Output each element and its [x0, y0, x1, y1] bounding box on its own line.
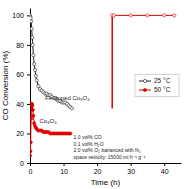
point: [35, 79, 38, 82]
annotation: Fe-doped Co₃O₄: [45, 95, 90, 101]
point: [31, 108, 34, 111]
point: [33, 68, 36, 71]
annotation-line: space velocity: 15000 ml h⁻¹ g⁻¹: [74, 154, 146, 160]
y-axis-tick-label: 20: [16, 130, 24, 137]
annotation-line: 1.0 vol% CO: [74, 134, 102, 140]
annotation: Co₃O₄: [39, 118, 57, 124]
x-axis: 0 10 20 30 40: [29, 163, 182, 175]
y-axis: 0 20 40 60 80 100: [12, 9, 30, 167]
series: [111, 14, 176, 17]
x-axis-tick-mark: [131, 163, 132, 166]
x-axis-tick: 10: [60, 163, 68, 175]
point: [31, 43, 34, 46]
point: [30, 20, 33, 23]
point: [70, 107, 73, 110]
x-axis-tick: 20: [94, 163, 102, 175]
x-axis-tick: 40: [161, 163, 169, 175]
y-axis-title: CO Conversion (%): [1, 50, 10, 120]
legend-label: 25 °C: [154, 77, 171, 84]
point: [30, 150, 32, 153]
y-axis-tick-mark: [27, 163, 30, 164]
marks: [30, 14, 176, 157]
point: [129, 14, 132, 17]
point: [32, 54, 35, 57]
y-axis-tick-mark: [27, 15, 30, 16]
x-axis-tick-mark: [97, 163, 98, 166]
point: [69, 132, 72, 135]
y-axis-tick-mark: [27, 74, 30, 75]
point: [32, 114, 35, 117]
annotations: Fe-doped Co₃O₄ Co₃O₄ 1.0 vol% CO0.1 vol% H…: [39, 95, 145, 160]
y-axis-tick-label: 40: [16, 101, 24, 108]
annotation-line: 2.0 vol% O₂ barianced with N₂: [74, 147, 141, 153]
point: [31, 36, 34, 39]
point: [30, 141, 32, 144]
y-axis-tick-mark: [27, 133, 30, 134]
x-axis-title: Time (h): [91, 178, 121, 187]
legend: 25 °C 50 °C: [135, 75, 179, 97]
point: [146, 14, 149, 17]
annotation: 1.0 vol% CO0.1 vol% H₂O2.0 vol% O₂ baria…: [74, 134, 146, 160]
legend-frame: [135, 75, 179, 97]
legend-entry: 50 °C: [139, 86, 171, 93]
legend-label: 50 °C: [154, 86, 171, 93]
x-axis-tick-mark: [64, 163, 65, 166]
x-axis-tick-label: 40: [161, 168, 169, 175]
y-axis-tick-label: 100: [12, 12, 24, 19]
y-axis-tick: 60: [16, 71, 30, 78]
legend-swatch-marker: [143, 79, 146, 82]
point: [30, 154, 32, 157]
y-axis-tick: 80: [16, 42, 30, 49]
x-axis-tick: 30: [127, 163, 135, 175]
y-axis-tick: 20: [16, 130, 30, 137]
y-axis-tick: 100: [12, 12, 30, 19]
point: [37, 85, 40, 88]
y-axis-tick-mark: [27, 45, 30, 46]
point: [30, 117, 33, 120]
point: [163, 14, 166, 17]
point: [34, 74, 37, 77]
point: [30, 27, 33, 30]
chart: 0 10 20 30 40 0 20 40 60 80 100 Fe-doped Co₃O₄ Co₃O₄…: [0, 0, 189, 189]
x-axis-tick-label: 10: [60, 168, 68, 175]
legend-swatch-marker: [143, 88, 146, 91]
legend-entry: 25 °C: [139, 77, 171, 84]
y-axis-tick: 0: [20, 160, 30, 167]
y-axis-tick-label: 60: [16, 71, 24, 78]
x-axis-tick: 0: [29, 163, 33, 175]
x-axis-tick-mark: [164, 163, 165, 166]
y-axis-tick-label: 80: [16, 42, 24, 49]
series: [112, 15, 113, 108]
x-axis-tick-label: 0: [29, 168, 33, 175]
point: [112, 14, 115, 17]
y-axis-tick-label: 0: [20, 160, 24, 167]
x-axis-tick-label: 30: [127, 168, 135, 175]
line: [30, 104, 70, 156]
plot: 0 10 20 30 40 0 20 40 60 80 100 Fe-doped Co₃O₄ Co₃O₄…: [12, 9, 181, 175]
point: [173, 14, 176, 17]
line: [111, 15, 113, 108]
annotation-line: 0.1 vol% H₂O: [74, 141, 104, 147]
x-axis-tick-label: 20: [94, 168, 102, 175]
y-axis-tick: 40: [16, 101, 30, 108]
point: [33, 62, 36, 65]
point: [31, 104, 34, 107]
series: [30, 102, 72, 157]
y-axis-tick-mark: [27, 104, 30, 105]
x-axis-line: [31, 163, 182, 164]
